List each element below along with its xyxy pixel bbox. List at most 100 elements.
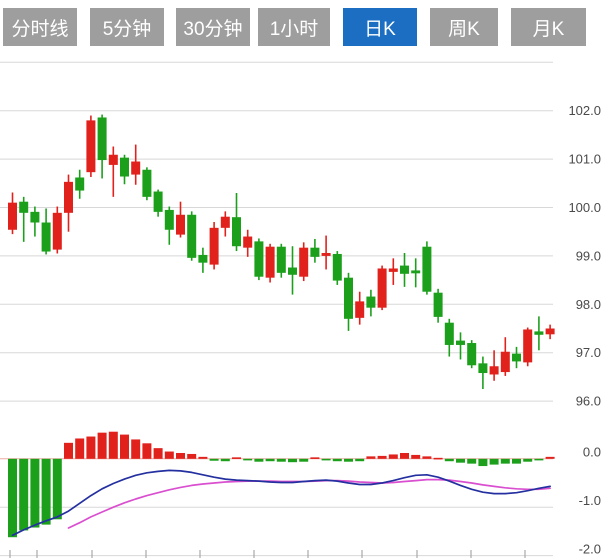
macd-bar-positive: [422, 456, 432, 459]
macd-bar-positive: [153, 448, 163, 459]
candle-body-down: [75, 177, 85, 191]
tab-weekly-k[interactable]: 周K: [430, 8, 498, 46]
candle-body-down: [344, 277, 353, 319]
macd-bar-positive: [433, 457, 443, 460]
macd-axis-label: 0.0: [583, 445, 601, 460]
macd-bar-positive: [310, 457, 320, 459]
candle-body-down: [19, 201, 29, 213]
candle-body-down: [366, 296, 376, 308]
candle-body-up: [377, 268, 387, 308]
price-axis-label: 98.0: [576, 297, 601, 312]
price-axis-label: 96.0: [576, 394, 601, 409]
macd-axis-labels: 0.0 -1.0 -2.0: [579, 445, 601, 557]
tab-5min[interactable]: 5分钟: [90, 8, 164, 46]
tab-30min[interactable]: 30分钟: [176, 8, 250, 46]
candle-body-down: [198, 254, 208, 263]
candle-body-down: [512, 353, 521, 362]
tab-timeline[interactable]: 分时线: [3, 8, 77, 46]
price-axis-label: 97.0: [576, 345, 601, 360]
dea-line: [67, 478, 551, 529]
candle-body-down: [467, 343, 477, 366]
candle-body-down: [411, 270, 421, 274]
macd-bar-negative: [288, 458, 297, 463]
macd-bar-negative: [276, 458, 286, 462]
candle-body-down: [288, 267, 297, 275]
candle-body-down: [30, 211, 40, 223]
candle-body-up: [86, 120, 96, 173]
tab-daily-k[interactable]: 日K: [343, 8, 417, 46]
macd-bar-negative: [321, 458, 331, 461]
dif-line: [11, 469, 551, 537]
candle-body-down: [534, 331, 544, 335]
macd-bar-positive: [232, 457, 241, 459]
macd-bar-positive: [75, 438, 85, 459]
candle-body-down: [41, 222, 51, 252]
macd-bar-positive: [388, 454, 398, 459]
macd-bar-negative: [500, 458, 510, 464]
candle-body-up: [321, 252, 331, 256]
macd-bar-positive: [164, 451, 174, 459]
macd-bar-negative: [478, 458, 488, 467]
macd-bar-positive: [198, 456, 208, 459]
macd-bar-positive: [366, 456, 376, 459]
candle-body-up: [545, 328, 555, 335]
price-axis-labels: 102.0 101.0 100.0 99.0 98.0 97.0 96.0: [568, 103, 601, 408]
macd-bar-negative: [344, 458, 353, 462]
macd-bar-negative: [19, 458, 29, 531]
candle-body-up: [500, 351, 510, 373]
candle-body-up: [209, 227, 219, 265]
chart-period-tabbar: 分时线 5分钟 30分钟 1小时 日K 周K 月K: [0, 0, 604, 48]
candle-body-up: [176, 214, 185, 235]
x-axis-ticks: [9, 550, 526, 558]
candle-body-up: [52, 212, 62, 250]
candle-body-up: [8, 202, 17, 230]
candle-body-up: [131, 161, 141, 175]
macd-bar-positive: [411, 454, 421, 459]
candle-body-up: [265, 246, 275, 278]
candle-body-down: [120, 157, 129, 177]
macd-axis-label: -1.0: [579, 493, 601, 508]
candle-body-down: [400, 265, 409, 274]
macd-bar-negative: [243, 458, 253, 461]
tab-1hour[interactable]: 1小时: [258, 8, 330, 46]
macd-bar-positive: [400, 452, 409, 459]
macd-bar-positive: [64, 442, 73, 459]
tab-monthly-k[interactable]: 月K: [511, 8, 586, 46]
candle-body-down: [433, 292, 443, 317]
candle-body-down: [187, 214, 197, 258]
macd-bar-negative: [8, 458, 17, 538]
candle-body-up: [243, 236, 253, 248]
macd-bar-negative: [30, 458, 40, 528]
macd-bar-negative: [41, 458, 51, 525]
macd-bar-negative: [456, 458, 465, 463]
candle-body-down: [456, 340, 465, 345]
candle-body-up: [355, 301, 365, 318]
macd-bar-positive: [377, 455, 387, 459]
macd-bar-negative: [444, 458, 454, 462]
candle-body-down: [478, 363, 488, 374]
macd-axis-label: -2.0: [579, 541, 601, 556]
price-axis-label: 99.0: [576, 248, 601, 263]
macd-bar-positive: [187, 453, 197, 459]
candle-body-down: [142, 169, 152, 197]
candle-body-down: [422, 246, 432, 292]
macd-bar-negative: [467, 458, 477, 464]
macd-bar-negative: [299, 458, 309, 462]
macd-bar-positive: [142, 443, 152, 459]
candle-body-down: [232, 217, 241, 247]
macd-bar-negative: [265, 458, 275, 462]
candle-body-down: [254, 241, 264, 277]
macd-bar-negative: [534, 458, 544, 461]
macd-bar-positive: [97, 432, 107, 459]
macd-bar-negative: [355, 458, 365, 462]
macd-bar-negative: [332, 458, 342, 462]
candle-body-up: [523, 329, 533, 363]
price-axis-label: 101.0: [568, 152, 601, 167]
macd-bar-negative: [523, 458, 533, 462]
macd-histogram: [8, 431, 555, 538]
candle-body-down: [97, 117, 107, 161]
macd-bar-negative: [220, 458, 230, 462]
price-axis-label: 102.0: [568, 103, 601, 118]
